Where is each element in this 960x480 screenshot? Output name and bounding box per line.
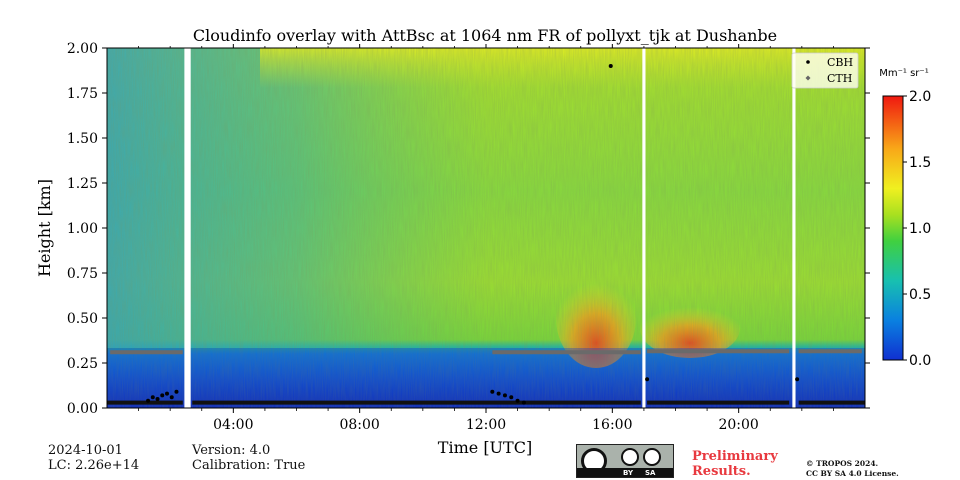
noise-texture: [107, 48, 865, 408]
legend: CBH CTH: [791, 52, 859, 89]
cc-by-icon: [621, 448, 639, 466]
cbh-point-4: [165, 391, 170, 396]
data-gaps: [184, 48, 796, 408]
colorbar-tick-label-0: 0.0: [909, 353, 931, 369]
cbh-point-14: [645, 377, 650, 382]
chart-title: Cloudinfo overlay with AttBsc at 1064 nm…: [193, 26, 777, 45]
legend-cth-label: CTH: [827, 72, 852, 85]
cbh-point-10: [509, 395, 514, 400]
footer-version: Version: 4.0: [192, 443, 271, 458]
y-axis: 0.00 0.25 0.50 0.75 1.00 1.25 1.50 1.75 2.00: [67, 41, 870, 417]
cbh-point-7: [490, 389, 495, 394]
colorbar-tick-label-3: 1.5: [909, 155, 931, 171]
cc-sa-label: SA: [645, 469, 656, 477]
y-tick-label-6: 1.50: [67, 131, 98, 147]
cbh-point-2: [155, 397, 160, 401]
colorbar-tick-label-2: 1.0: [909, 221, 931, 237]
y-tick-label-5: 1.25: [67, 176, 98, 192]
footer-date: 2024-10-01: [48, 443, 123, 458]
copyright-note: © TROPOS 2024. CC BY SA 4.0 License.: [806, 459, 899, 479]
cbh-point-1: [150, 395, 155, 400]
cbh-point-0: [146, 398, 151, 403]
cbh-point-5: [169, 395, 174, 400]
cc-license-badge: BY SA: [576, 444, 674, 478]
preliminary-note: Preliminary Results.: [692, 449, 778, 479]
footer-left: 2024-10-01 LC: 2.26e+14: [48, 443, 139, 473]
copyright-line2: CC BY SA 4.0 License.: [806, 469, 899, 478]
cbh-point-12: [521, 400, 526, 405]
cc-sa-icon: [643, 448, 661, 466]
colorbar-gradient: [882, 95, 904, 361]
x-axis: 04:00 08:00 12:00 16:00 20:00: [138, 44, 834, 433]
cbh-point-8: [496, 391, 501, 396]
legend-cth-marker: [805, 75, 811, 81]
cbh-markers: [146, 64, 800, 405]
x-tick-label-1: 08:00: [339, 417, 379, 433]
footer-version-block: Version: 4.0 Calibration: True: [192, 443, 305, 473]
colorbar-tick-label-1: 0.5: [909, 287, 931, 303]
cbh-point-15: [795, 377, 800, 382]
y-axis-label: Height [km]: [35, 179, 54, 277]
y-tick-label-7: 1.75: [67, 86, 98, 102]
legend-cbh-marker: [806, 60, 810, 64]
x-tick-label-3: 16:00: [592, 417, 632, 433]
cbh-point-9: [502, 393, 507, 398]
blue-boundary-layer: [107, 348, 865, 408]
preliminary-line2: Results.: [692, 464, 751, 479]
colorbar-ticks: 0.0 0.5 1.0 1.5 2.0: [903, 89, 931, 369]
cbh-point-3: [160, 393, 165, 398]
colorbar-tick-label-4: 2.0: [909, 89, 931, 105]
colorbar-unit: Mm⁻¹ sr⁻¹: [879, 68, 928, 79]
x-tick-label-2: 12:00: [466, 417, 506, 433]
plot-area: [107, 48, 865, 408]
copyright-line1: © TROPOS 2024.: [806, 459, 879, 468]
cbh-point-11: [515, 398, 520, 403]
data-gap-1: [642, 48, 646, 408]
y-tick-label-2: 0.50: [67, 311, 98, 327]
footer-lc: LC: 2.26e+14: [48, 458, 140, 473]
cc-by-label: BY: [623, 469, 634, 477]
cbh-point-13: [608, 64, 613, 68]
y-tick-label-3: 0.75: [67, 266, 98, 282]
y-tick-label-1: 0.25: [67, 356, 98, 372]
y-tick-label-8: 2.00: [67, 41, 98, 57]
y-tick-label-4: 1.00: [67, 221, 98, 237]
preliminary-line1: Preliminary: [692, 449, 778, 464]
data-gap-2: [792, 48, 796, 408]
footer-calibration: Calibration: True: [192, 458, 306, 473]
cth-markers: [110, 349, 862, 355]
x-tick-label-0: 04:00: [213, 417, 253, 433]
y-tick-label-0: 0.00: [67, 401, 98, 417]
x-axis-label: Time [UTC]: [438, 438, 532, 457]
x-tick-label-4: 20:00: [718, 417, 758, 433]
legend-cbh-label: CBH: [827, 56, 853, 69]
cc-label-band: [577, 468, 673, 477]
cbh-point-6: [174, 389, 179, 394]
data-gap-0: [184, 48, 191, 408]
colorbar: Mm⁻¹ sr⁻¹ 0.0 0.5 1.0 1.5 2.0: [879, 68, 931, 369]
